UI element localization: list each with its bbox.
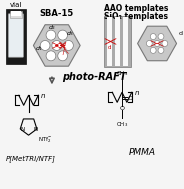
Text: SBA-15: SBA-15 bbox=[40, 9, 74, 18]
Text: AAO templates: AAO templates bbox=[104, 4, 168, 13]
Circle shape bbox=[64, 40, 73, 50]
Bar bbox=[104, 15, 131, 67]
Circle shape bbox=[46, 51, 56, 61]
Text: CH$_3$: CH$_3$ bbox=[116, 70, 128, 78]
Bar bbox=[123, 17, 128, 66]
Circle shape bbox=[52, 40, 62, 50]
Text: photo-RAFT: photo-RAFT bbox=[63, 72, 127, 82]
Text: $d_3$: $d_3$ bbox=[66, 29, 75, 38]
Bar bbox=[115, 17, 120, 66]
Text: vial: vial bbox=[10, 2, 22, 8]
Text: O: O bbox=[120, 106, 125, 111]
FancyBboxPatch shape bbox=[8, 14, 24, 57]
Bar bbox=[10, 11, 22, 18]
Text: d: d bbox=[178, 31, 183, 36]
Circle shape bbox=[146, 40, 152, 46]
Bar bbox=[107, 17, 112, 66]
Circle shape bbox=[150, 34, 156, 40]
Text: N: N bbox=[21, 127, 25, 132]
Text: $d_2$: $d_2$ bbox=[48, 23, 56, 32]
Circle shape bbox=[158, 47, 164, 53]
Circle shape bbox=[150, 47, 156, 53]
Text: d: d bbox=[107, 46, 111, 50]
Text: PMMA: PMMA bbox=[129, 148, 156, 157]
Text: n: n bbox=[135, 90, 139, 96]
Text: O: O bbox=[127, 96, 132, 101]
Text: $d_1$: $d_1$ bbox=[35, 44, 43, 53]
Circle shape bbox=[40, 40, 50, 50]
Text: P[MetTRI/NTF]: P[MetTRI/NTF] bbox=[6, 155, 55, 162]
Circle shape bbox=[158, 34, 164, 40]
Circle shape bbox=[46, 30, 56, 40]
Text: N: N bbox=[33, 127, 37, 132]
Circle shape bbox=[162, 40, 168, 46]
Text: n: n bbox=[41, 93, 46, 99]
Polygon shape bbox=[138, 26, 177, 61]
Circle shape bbox=[58, 51, 68, 61]
Text: SiO₂ templates: SiO₂ templates bbox=[104, 12, 167, 21]
Circle shape bbox=[58, 30, 68, 40]
Bar bbox=[11, 11, 21, 15]
Text: NTf$_2^{\minus}$: NTf$_2^{\minus}$ bbox=[38, 135, 53, 145]
Bar bbox=[6, 9, 26, 64]
Text: CH$_3$: CH$_3$ bbox=[116, 120, 128, 129]
Circle shape bbox=[154, 40, 160, 46]
Polygon shape bbox=[33, 25, 80, 66]
